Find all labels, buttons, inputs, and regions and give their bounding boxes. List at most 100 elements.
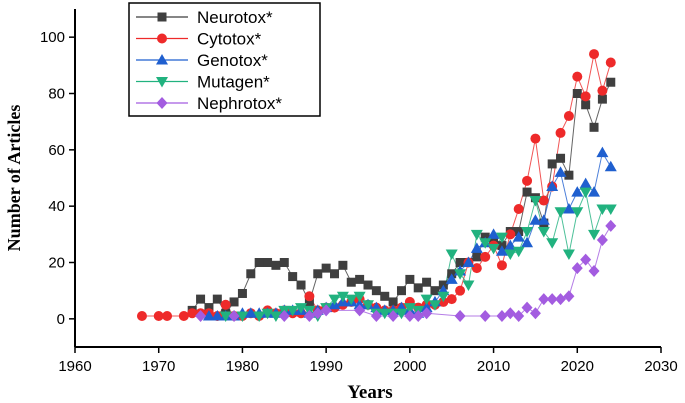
- data-point-genotox: [546, 180, 559, 191]
- data-point-mutagen: [529, 196, 542, 207]
- data-point-mutagen: [588, 229, 601, 241]
- data-point-genotox: [353, 298, 366, 310]
- y-tick-label: 100: [40, 29, 65, 46]
- data-point-neurotox: [288, 272, 298, 282]
- data-point-nephrotox: [588, 264, 600, 277]
- data-point-nephrotox: [479, 310, 491, 323]
- data-point-cytotox: [153, 311, 164, 322]
- data-point-genotox: [487, 228, 500, 239]
- legend-marker-nephrotox: [156, 97, 168, 109]
- data-point-mutagen: [336, 291, 349, 303]
- data-point-nephrotox: [404, 310, 416, 323]
- data-point-cytotox: [530, 133, 541, 144]
- data-point-neurotox: [212, 294, 222, 304]
- x-tick-label: 2020: [561, 358, 594, 375]
- data-point-neurotox: [597, 94, 607, 104]
- data-point-cytotox: [597, 85, 608, 96]
- data-point-mutagen: [579, 187, 592, 199]
- data-point-cytotox: [572, 71, 583, 82]
- data-point-neurotox: [355, 274, 365, 284]
- y-tick-label: 40: [48, 198, 65, 215]
- data-point-genotox: [596, 146, 609, 158]
- data-point-cytotox: [538, 195, 549, 206]
- data-point-genotox: [462, 256, 475, 267]
- data-point-nephrotox: [303, 310, 315, 323]
- data-point-cytotox: [563, 111, 574, 122]
- data-point-mutagen: [269, 311, 282, 323]
- legend-marker-neurotox: [157, 12, 167, 22]
- data-point-nephrotox: [580, 253, 592, 266]
- data-point-neurotox: [371, 286, 381, 296]
- data-point-nephrotox: [596, 233, 608, 246]
- data-point-mutagen: [562, 249, 575, 261]
- data-point-neurotox: [430, 286, 440, 296]
- data-point-genotox: [529, 214, 542, 225]
- data-point-nephrotox: [513, 310, 525, 323]
- data-point-mutagen: [345, 294, 358, 306]
- data-point-neurotox: [271, 260, 281, 270]
- data-point-nephrotox: [605, 219, 617, 232]
- data-point-mutagen: [403, 303, 416, 314]
- data-point-nephrotox: [412, 310, 424, 323]
- data-point-mutagen: [236, 311, 249, 323]
- data-point-mutagen: [470, 229, 483, 241]
- data-point-mutagen: [219, 311, 232, 323]
- data-point-neurotox: [556, 153, 566, 163]
- data-point-cytotox: [162, 311, 173, 322]
- x-tick-label: 2010: [477, 358, 510, 375]
- data-point-cytotox: [505, 229, 516, 240]
- data-point-nephrotox: [504, 307, 516, 320]
- axes: [74, 9, 661, 348]
- x-tick-label: 1960: [58, 358, 91, 375]
- legend-marker-cytotox: [157, 33, 167, 44]
- data-point-cytotox: [455, 285, 466, 296]
- data-point-neurotox: [304, 297, 314, 307]
- data-point-neurotox: [363, 280, 373, 290]
- data-point-neurotox: [246, 269, 256, 279]
- x-axis-title: Years: [347, 382, 392, 403]
- data-point-genotox: [562, 202, 575, 214]
- data-point-neurotox: [547, 159, 557, 169]
- data-point-mutagen: [428, 300, 441, 311]
- data-point-neurotox: [338, 260, 348, 270]
- data-point-genotox: [470, 242, 483, 253]
- data-point-mutagen: [604, 204, 617, 215]
- data-point-nephrotox: [354, 304, 366, 317]
- data-point-neurotox: [572, 89, 582, 98]
- data-point-cytotox: [605, 57, 616, 68]
- data-point-neurotox: [279, 258, 289, 267]
- data-point-neurotox: [405, 274, 415, 284]
- data-point-mutagen: [495, 232, 508, 244]
- data-point-mutagen: [554, 207, 567, 218]
- data-point-nephrotox: [529, 307, 541, 320]
- data-point-nephrotox: [555, 293, 567, 306]
- data-point-neurotox: [229, 297, 239, 307]
- data-point-neurotox: [254, 258, 264, 267]
- data-point-mutagen: [353, 291, 366, 303]
- data-point-nephrotox: [195, 310, 207, 323]
- data-point-cytotox: [496, 260, 507, 271]
- data-point-neurotox: [313, 269, 323, 279]
- data-point-nephrotox: [387, 310, 399, 323]
- data-point-cytotox: [513, 203, 524, 214]
- data-point-cytotox: [522, 175, 533, 186]
- data-point-genotox: [445, 273, 458, 284]
- series-markers: [136, 49, 617, 323]
- legend-marker-mutagen: [156, 77, 168, 88]
- data-point-mutagen: [454, 269, 467, 280]
- data-point-neurotox: [321, 263, 331, 273]
- x-tick-label: 1990: [309, 358, 342, 375]
- data-point-genotox: [244, 307, 257, 318]
- data-point-cytotox: [178, 311, 189, 322]
- data-point-nephrotox: [571, 262, 583, 275]
- legend-label-genotox: Genotox*: [197, 51, 268, 70]
- legend-label-mutagen: Mutagen*: [197, 73, 270, 92]
- data-point-genotox: [554, 166, 567, 177]
- data-point-neurotox: [522, 187, 532, 197]
- series-line-neurotox: [191, 81, 612, 315]
- data-point-cytotox: [589, 49, 600, 60]
- data-point-cytotox: [136, 311, 147, 322]
- data-point-mutagen: [462, 280, 475, 292]
- data-point-nephrotox: [312, 307, 324, 320]
